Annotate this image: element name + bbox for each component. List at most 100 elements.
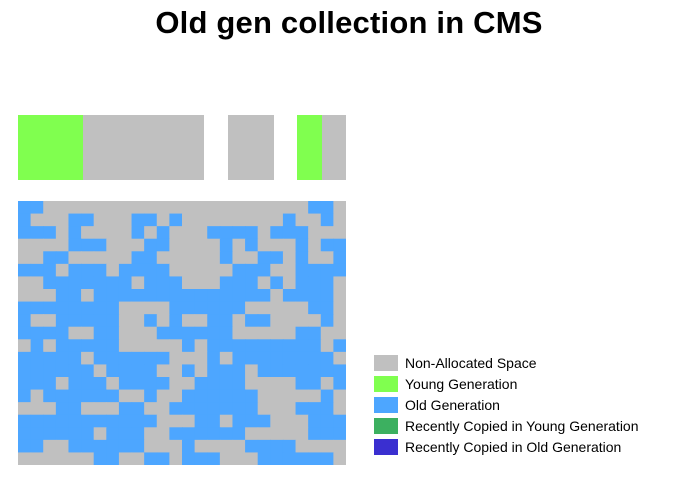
heap-cell [106, 289, 120, 303]
heap-cell [18, 301, 32, 315]
heap-cell [169, 226, 183, 240]
heap-cell [308, 314, 322, 328]
heap-cell [245, 226, 259, 240]
heap-cell [308, 326, 322, 340]
heap-cell [30, 201, 44, 215]
heap-cell [320, 339, 334, 353]
heap-cell [282, 439, 297, 454]
heap-cell [106, 364, 120, 378]
heap-cell [219, 326, 234, 340]
heap-cell [93, 452, 107, 465]
heap-cell [295, 251, 309, 265]
heap-cell [232, 402, 246, 416]
heap-cell [81, 289, 95, 303]
heap-cell [308, 289, 322, 303]
heap-cell [182, 427, 196, 441]
heap-cell [320, 439, 334, 454]
heap-cell [144, 301, 158, 315]
heap-cell [131, 389, 145, 403]
heap-cell [43, 276, 57, 290]
heap-cell [232, 414, 246, 428]
heap-cell [270, 201, 284, 215]
heap-cell [333, 414, 346, 428]
heap-cell [131, 402, 145, 416]
heap-cell [144, 251, 158, 265]
heap-cell [43, 364, 57, 378]
heap-cell [118, 213, 133, 227]
from-survivor-free-fill [228, 115, 274, 180]
heap-cell [207, 263, 221, 278]
heap-cell [245, 213, 259, 227]
heap-cell [320, 414, 334, 428]
heap-cell [219, 339, 234, 353]
heap-cell [30, 351, 44, 366]
heap-cell [245, 339, 259, 353]
heap-cell [320, 377, 334, 391]
heap-cell [295, 389, 309, 403]
heap-cell [30, 263, 44, 278]
heap-cell [55, 402, 70, 416]
heap-cell [232, 314, 246, 328]
heap-cell [207, 364, 221, 378]
heap-cell [68, 301, 82, 315]
heap-cell [144, 238, 158, 252]
heap-cell [156, 213, 170, 227]
heap-cell [308, 439, 322, 454]
heap-cell [270, 377, 284, 391]
heap-cell [207, 213, 221, 227]
heap-cell [270, 364, 284, 378]
heap-cell [245, 201, 259, 215]
heap-cell [68, 213, 82, 227]
heap-cell [257, 427, 271, 441]
heap-cell [282, 377, 297, 391]
heap-cell [93, 301, 107, 315]
heap-cell [194, 289, 208, 303]
legend-item-non-allocated: Non-Allocated Space [374, 352, 639, 373]
heap-cell [270, 289, 284, 303]
heap-cell [207, 276, 221, 290]
heap-cell [169, 427, 183, 441]
heap-cell [156, 326, 170, 340]
heap-cell [282, 213, 297, 227]
heap-cell [131, 314, 145, 328]
heap-cell [93, 226, 107, 240]
heap-cell [270, 427, 284, 441]
heap-cell [270, 452, 284, 465]
heap-cell [219, 364, 234, 378]
heap-cell [106, 389, 120, 403]
heap-cell [18, 427, 32, 441]
heap-cell [81, 439, 95, 454]
heap-cell [156, 439, 170, 454]
heap-cell [30, 238, 44, 252]
heap-cell [106, 276, 120, 290]
heap-cell [93, 427, 107, 441]
legend-item-recently-copied-old: Recently Copied in Old Generation [374, 437, 639, 458]
legend-swatch-non-allocated [374, 354, 398, 371]
legend-label-old: Old Generation [405, 396, 500, 413]
heap-cell [30, 276, 44, 290]
heap-cell [144, 263, 158, 278]
heap-cell [43, 389, 57, 403]
heap-cell [169, 389, 183, 403]
heap-cell [333, 351, 346, 366]
heap-cell [156, 389, 170, 403]
heap-cell [320, 301, 334, 315]
heap-cell [43, 402, 57, 416]
heap-cell [257, 289, 271, 303]
heap-cell [245, 326, 259, 340]
heap-cell [182, 452, 196, 465]
heap-cell [245, 263, 259, 278]
heap-cell [118, 251, 133, 265]
old-gen-heap-grid [18, 201, 346, 465]
heap-cell [333, 213, 346, 227]
heap-cell [232, 326, 246, 340]
heap-cell [131, 276, 145, 290]
heap-cell [333, 452, 346, 465]
heap-cell [93, 439, 107, 454]
heap-cell [131, 238, 145, 252]
heap-cell [169, 263, 183, 278]
heap-cell [118, 364, 133, 378]
heap-cell [333, 289, 346, 303]
heap-cell [245, 402, 259, 416]
heap-cell [156, 263, 170, 278]
